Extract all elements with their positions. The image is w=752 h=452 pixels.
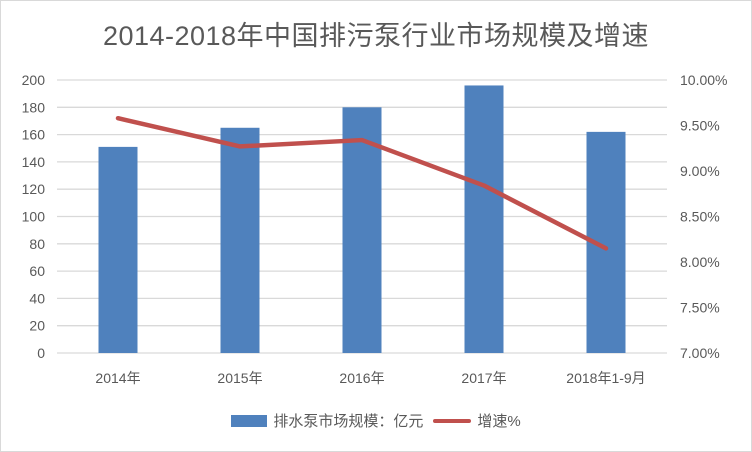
x-axis-tick: 2016年 [339,370,384,386]
right-axis-tick: 7.00% [680,345,720,361]
legend-bar-swatch-icon [231,414,268,427]
legend: 排水泵市场规模：亿元 增速% [0,410,752,431]
left-axis-tick: 60 [29,263,45,279]
left-axis-tick: 40 [29,290,45,306]
left-axis-tick: 160 [22,127,46,143]
right-axis-tick: 8.00% [680,254,720,270]
left-axis-tick: 140 [22,154,46,170]
left-axis-tick: 180 [22,99,46,115]
right-axis-labels: 7.00% 7.50% 8.00% 8.50% 9.00% 9.50% 10.00% [680,72,727,361]
x-axis-tick: 2014年 [95,370,140,386]
x-axis-labels: 2014年 2015年 2016年 2017年 2018年1-9月 [95,370,645,386]
bar [342,107,382,353]
left-axis-tick: 100 [22,209,46,225]
left-axis-tick: 20 [29,318,45,334]
bar [464,85,504,354]
right-axis-tick: 10.00% [680,72,727,88]
x-axis-tick: 2017年 [461,370,506,386]
legend-line-swatch-icon [433,418,472,423]
chart-title: 2014-2018年中国排污泵行业市场规模及增速 [102,21,650,51]
left-axis-labels: 0 20 40 60 80 100 120 140 160 180 200 [22,72,46,361]
left-axis-tick: 80 [29,236,45,252]
growth-line [115,115,609,251]
right-axis-tick: 8.50% [680,209,720,225]
x-axis-tick: 2018年1-9月 [566,370,645,386]
left-axis-tick: 120 [22,181,46,197]
legend-item-bar: 排水泵市场规模：亿元 [231,410,423,431]
left-axis-tick: 0 [37,345,45,361]
x-axis-tick: 2015年 [217,370,262,386]
bar [98,146,138,353]
bar-series [98,85,626,354]
legend-bar-label: 排水泵市场规模：亿元 [273,413,424,430]
bar [220,127,260,354]
left-axis-tick: 200 [22,72,46,88]
right-axis-tick: 9.00% [680,163,720,179]
right-axis-tick: 7.50% [680,300,720,316]
legend-item-line: 增速% [429,410,521,431]
legend-line-label: 增速% [477,413,521,430]
right-axis-tick: 9.50% [680,118,720,134]
line-series [115,115,609,251]
